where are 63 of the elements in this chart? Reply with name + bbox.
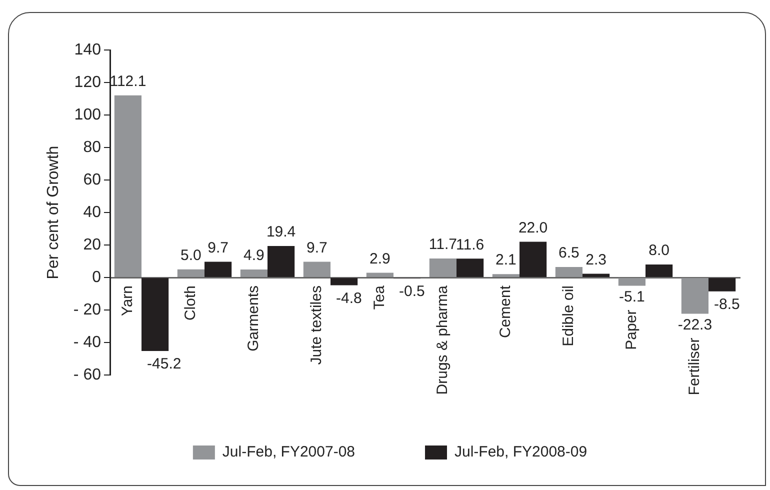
y-tick-label: - 60 xyxy=(73,366,102,384)
y-tick-label: 60 xyxy=(83,171,102,188)
x-tick-label: Yarn xyxy=(119,286,136,316)
bar xyxy=(492,274,520,277)
x-tick-label: Fertiliser xyxy=(686,338,704,396)
x-tick-label: Paper xyxy=(623,310,640,350)
bar xyxy=(555,266,582,277)
bar xyxy=(708,278,736,292)
bar xyxy=(582,274,610,277)
x-tick-label: Cement xyxy=(497,284,514,338)
bar xyxy=(456,258,484,277)
data-label: 9.7 xyxy=(208,239,228,256)
data-label: 11.7 xyxy=(428,236,457,254)
data-label: 8.0 xyxy=(648,242,670,260)
data-label: 2.1 xyxy=(496,252,516,269)
y-tick-label: 120 xyxy=(74,74,102,91)
data-label: 5.0 xyxy=(180,247,202,264)
bar xyxy=(142,278,169,351)
data-label: -8.5 xyxy=(714,296,740,313)
x-tick-label: Tea xyxy=(371,284,388,310)
bar xyxy=(177,269,204,277)
bar xyxy=(681,278,708,314)
y-tick-label: 20 xyxy=(83,236,102,254)
legend-label: Jul-Feb, FY2008-09 xyxy=(454,444,588,461)
y-axis-title: Per cent of Growth xyxy=(45,146,62,280)
data-label: 11.6 xyxy=(456,236,484,254)
y-tick-label: - 40 xyxy=(73,334,102,351)
data-label: -45.2 xyxy=(147,356,182,373)
data-label: 22.0 xyxy=(518,219,548,236)
data-label: -22.3 xyxy=(678,316,712,334)
x-tick-label: Jute textiles xyxy=(308,286,326,365)
bar xyxy=(366,272,394,277)
x-tick-label: Cloth xyxy=(182,286,200,321)
y-tick-label: 100 xyxy=(74,106,102,124)
bar xyxy=(268,246,295,277)
x-tick-label: Edible oil xyxy=(560,286,578,346)
data-label: 9.7 xyxy=(306,239,328,256)
data-label: 19.4 xyxy=(266,224,296,241)
bar xyxy=(240,270,268,277)
data-label: -0.5 xyxy=(399,282,425,300)
y-tick-label: 140 xyxy=(74,41,102,58)
legend-label: Jul-Feb, FY2007-08 xyxy=(222,444,356,461)
bar xyxy=(646,264,673,277)
data-label: 6.5 xyxy=(558,244,580,262)
bar xyxy=(618,278,646,286)
y-tick-label: 40 xyxy=(83,204,102,221)
bar xyxy=(204,262,232,277)
x-tick-label: Garments xyxy=(245,286,262,352)
y-tick-label: 0 xyxy=(92,268,102,286)
bar xyxy=(330,278,358,286)
data-label: -5.1 xyxy=(619,288,645,306)
data-label: 2.3 xyxy=(586,251,606,268)
y-tick-label: 80 xyxy=(83,138,102,156)
data-label: 2.9 xyxy=(370,250,390,268)
bar xyxy=(429,258,456,277)
data-label: 4.9 xyxy=(244,247,264,264)
data-label: -4.8 xyxy=(336,290,362,307)
x-tick-label: Drugs & pharma xyxy=(434,284,452,395)
y-tick-label: - 20 xyxy=(73,301,102,318)
data-label: 112.1 xyxy=(110,72,146,90)
bar xyxy=(520,242,547,277)
bar xyxy=(303,262,330,277)
bar xyxy=(114,95,142,277)
